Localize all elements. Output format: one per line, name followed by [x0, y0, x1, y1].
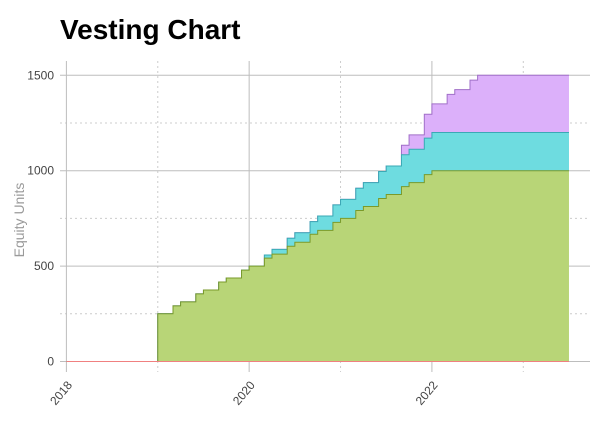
y-tick-label: 500 — [34, 259, 54, 273]
y-tick-label: 1000 — [27, 164, 54, 178]
y-tick-label: 0 — [47, 355, 54, 369]
x-tick-label: 2022 — [413, 378, 441, 408]
x-tick-label: 2020 — [230, 378, 258, 408]
area-series-2 — [66, 132, 569, 362]
x-tick-label: 2018 — [47, 378, 75, 408]
stacked-areas — [66, 74, 569, 363]
y-tick-label: 1500 — [27, 68, 54, 82]
y-tick-labels: 0 500 1000 1500 — [27, 68, 54, 368]
x-tick-labels: 2018 2020 2022 — [47, 378, 441, 408]
area-series-3 — [66, 75, 569, 362]
area-series-1-edge — [66, 170, 569, 363]
chart-title: Vesting Chart — [60, 14, 241, 45]
area-series-1 — [66, 170, 569, 362]
